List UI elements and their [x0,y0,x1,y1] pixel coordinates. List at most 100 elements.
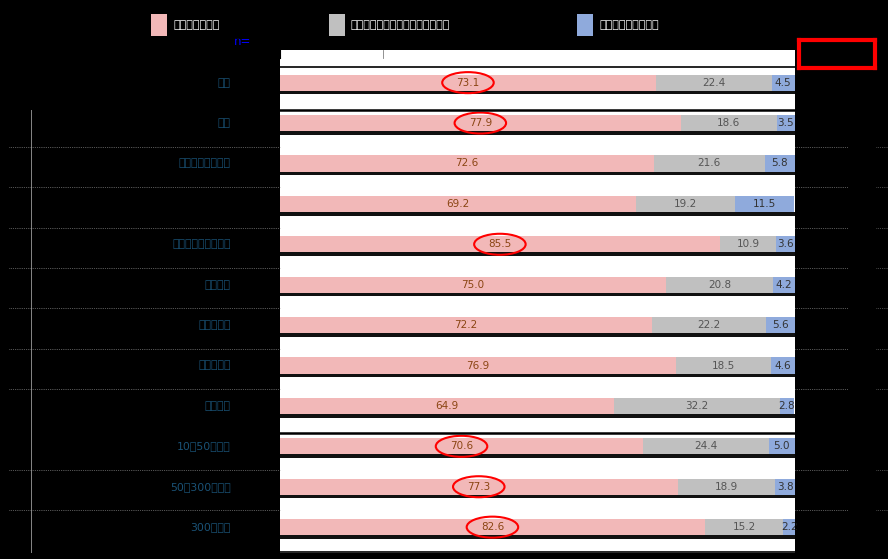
Bar [643,438,769,454]
Text: 64.9: 64.9 [435,401,458,411]
Bar [280,293,795,296]
Text: 引き上げるべき: 引き上げるべき [173,20,219,30]
Text: 18.9: 18.9 [715,482,738,492]
Text: 24.4: 24.4 [694,441,718,451]
Text: 76.9: 76.9 [466,361,489,371]
Text: 18.6: 18.6 [718,118,741,128]
Text: 5.0: 5.0 [773,441,790,451]
Text: 医療・福祉: 医療・福祉 [199,361,231,371]
Text: (603): (603) [244,441,272,451]
Text: 32.2: 32.2 [686,401,709,411]
Bar [280,212,795,216]
Bar [780,398,794,414]
Text: 従
業
員
数
別: 従 業 員 数 別 [17,458,23,515]
Text: 飲食・宿泊: 飲食・宿泊 [199,320,231,330]
Bar [151,14,167,36]
Text: 21.6: 21.6 [698,158,721,168]
Text: 4.2: 4.2 [775,280,792,290]
Text: 4.6: 4.6 [774,361,791,371]
Bar [654,155,765,172]
Bar [656,74,772,91]
Bar [280,479,678,495]
Bar [280,535,795,539]
Bar [636,196,735,212]
Bar [666,277,773,293]
Bar [280,155,654,172]
Text: どちらともいえない: どちらともいえない [599,20,659,30]
Text: 77.9: 77.9 [469,118,492,128]
Text: 15.2: 15.2 [733,522,756,532]
Bar [766,317,795,333]
Bar [280,91,795,94]
Bar [614,398,780,414]
Bar [280,495,795,499]
Text: サービス: サービス [205,401,231,411]
Text: (52): (52) [250,199,272,209]
Bar [280,357,676,373]
Text: 18.5: 18.5 [712,361,735,371]
Bar [720,236,776,252]
Bar [705,519,783,535]
Bar [783,519,795,535]
Text: 4.5: 4.5 [775,78,791,88]
Bar [280,277,666,293]
Text: ソフトウエア・通信: ソフトウエア・通信 [172,239,231,249]
FancyBboxPatch shape [68,196,236,212]
Bar [280,373,795,377]
Text: 業
種
別: 業 種 別 [17,248,23,281]
Bar [769,438,795,454]
Bar [280,131,795,135]
Text: 19.2: 19.2 [674,199,697,209]
Bar [777,115,795,131]
Text: 10.9: 10.9 [736,239,760,249]
Bar [771,357,795,373]
Text: (46): (46) [250,522,272,532]
Text: 22.4: 22.4 [702,78,725,88]
Text: 建設: 建設 [218,118,231,128]
Text: (190): (190) [244,158,272,168]
Bar [652,317,766,333]
Text: 300人以上: 300人以上 [191,522,231,532]
Text: 5.8: 5.8 [772,158,789,168]
Bar [280,519,705,535]
Text: 77.3: 77.3 [467,482,490,492]
Bar [772,74,795,91]
Bar [735,196,794,212]
Bar [776,236,795,252]
Bar [773,277,795,293]
Text: 72.2: 72.2 [454,320,477,330]
Text: (211): (211) [243,401,272,411]
Text: (887): (887) [243,78,272,88]
Text: 3.8: 3.8 [777,482,793,492]
Bar [280,236,720,252]
Text: インフラ: インフラ [205,280,231,290]
Text: 5.6: 5.6 [772,320,789,330]
Text: (54): (54) [250,320,272,330]
Text: 2.8: 2.8 [779,401,796,411]
Text: 22.2: 22.2 [697,320,720,330]
Text: 0%: 0% [271,38,289,48]
Bar [280,438,643,454]
Bar [280,317,652,333]
Bar [280,398,614,414]
Text: 82.6: 82.6 [480,522,504,532]
Text: 10～50人未満: 10～50人未満 [178,441,231,451]
Bar [577,14,593,36]
Text: どちらかといえば引き上げるべき: どちらかといえば引き上げるべき [351,20,450,30]
Text: (86): (86) [250,118,272,128]
Text: 50～300人未満: 50～300人未満 [170,482,231,492]
Text: 11.5: 11.5 [753,199,776,209]
Bar [280,414,795,418]
Text: (137): (137) [243,482,272,492]
Bar [280,115,681,131]
Bar [280,333,795,337]
Bar [280,454,795,458]
Bar [280,196,636,212]
Bar [329,14,345,36]
Text: 2.2: 2.2 [781,522,797,532]
Bar [676,357,771,373]
Text: 全体: 全体 [218,78,231,88]
Bar [678,479,775,495]
Text: 85.5: 85.5 [488,239,511,249]
Text: 69.2: 69.2 [447,199,470,209]
